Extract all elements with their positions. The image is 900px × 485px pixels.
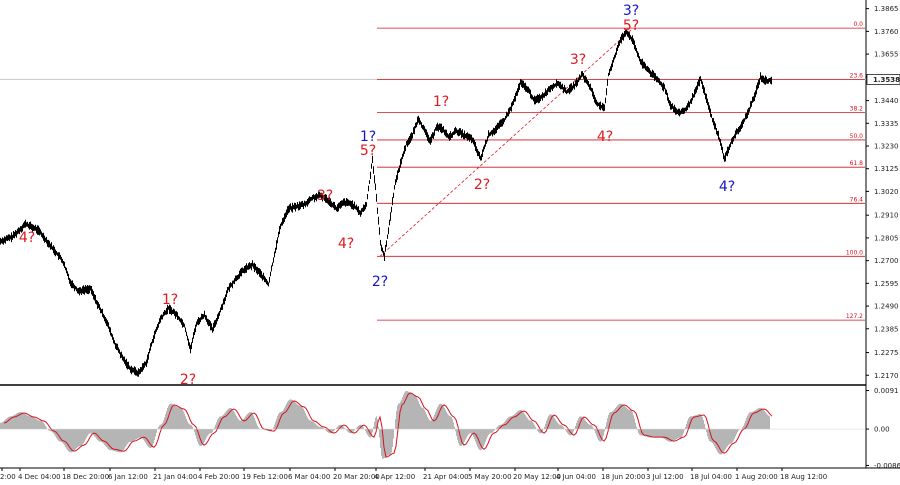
osc-tick-label: 0.0091: [874, 387, 899, 395]
y-tick-label: 1.2700: [874, 257, 899, 265]
y-tick-label: 1.2595: [874, 280, 899, 288]
x-tick-label: 20 Mar 20:00: [333, 473, 380, 481]
x-tick-label: 6 Jan 12:00: [108, 473, 148, 481]
x-tick-label: 20 May 12:00: [513, 473, 561, 481]
wave-label: 3?: [570, 52, 586, 68]
oscillator-signal-line: [3, 392, 773, 458]
x-tick-label: 2:00: [0, 473, 16, 481]
y-tick-label: 1.3125: [874, 165, 899, 173]
y-tick-label: 1.2490: [874, 303, 899, 311]
x-tick-label: 5 May 20:00: [468, 473, 512, 481]
x-tick-label: 4 Dec 04:00: [18, 473, 61, 481]
fib-level-label: 100.0: [846, 249, 863, 256]
x-tick-label: 18 Aug 12:00: [780, 473, 827, 481]
y-tick-label: 1.3230: [874, 142, 899, 150]
x-tick-label: 18 Dec 20:00: [62, 473, 109, 481]
fib-level-label: 127.2: [846, 313, 863, 320]
wave-label: 4?: [597, 129, 613, 145]
x-tick-label: 19 Feb 12:00: [242, 473, 288, 481]
wave-label: 2?: [372, 274, 388, 290]
trend-line: [379, 28, 633, 257]
wave-label: 1?: [360, 129, 376, 145]
wave-label: 3?: [317, 188, 333, 204]
fib-level-label: 23.6: [850, 72, 864, 79]
fib-level-label: 0.0: [853, 21, 863, 28]
oscillator-histogram: [0, 391, 770, 459]
y-tick-label: 1.3760: [874, 28, 899, 36]
y-tick-label: 1.2910: [874, 212, 899, 220]
wave-label: 3?: [623, 3, 639, 19]
x-tick-label: 18 Jul 04:00: [690, 473, 732, 481]
fib-level-label: 50.0: [850, 133, 864, 140]
x-tick-label: 4 Apr 12:00: [374, 473, 415, 481]
y-tick-label: 1.3020: [874, 188, 899, 196]
wave-label: 4?: [719, 179, 735, 195]
wave-label: 5?: [360, 143, 376, 159]
x-tick-label: 6 Mar 04:00: [288, 473, 330, 481]
wave-label: 4?: [19, 230, 35, 246]
y-tick-label: 1.2170: [874, 372, 899, 380]
current-price-label: 1.3538: [873, 76, 900, 84]
x-tick-label: 18 Jun 20:00: [601, 473, 645, 481]
fib-level-label: 76.4: [850, 196, 864, 203]
wave-label: 1?: [433, 94, 449, 110]
oscillator-panel: 0.0091 0.00 -0.0086: [0, 387, 900, 470]
wave-label: 2?: [474, 177, 490, 193]
wave-label: 5?: [623, 18, 639, 34]
y-tick-label: 1.3655: [874, 51, 899, 59]
y-tick-label: 1.2805: [874, 234, 899, 242]
x-tick-label: 1 Aug 20:00: [735, 473, 778, 481]
y-tick-label: 1.3865: [874, 5, 899, 13]
wave-label: 2?: [180, 372, 196, 388]
main-price-panel: 1.38651.37601.36551.35501.34401.33351.32…: [0, 0, 900, 468]
y-tick-label: 1.2275: [874, 349, 899, 357]
osc-tick-label: 0.00: [874, 426, 890, 434]
fib-level-label: 61.8: [850, 160, 864, 167]
y-tick-label: 1.3440: [874, 97, 899, 105]
wave-label: 1?: [162, 292, 178, 308]
x-tick-label: 3 Jul 12:00: [646, 473, 684, 481]
x-tick-label: 21 Apr 04:00: [423, 473, 469, 481]
osc-tick-label: -0.0086: [874, 462, 900, 470]
fib-level-label: 38.2: [850, 105, 864, 112]
x-tick-label: 4 Jun 04:00: [556, 473, 596, 481]
y-tick-label: 1.2385: [874, 325, 899, 333]
x-tick-label: 21 Jan 04:00: [153, 473, 197, 481]
current-price-box: [866, 74, 900, 85]
x-tick-label: 4 Feb 20:00: [198, 473, 239, 481]
time-axis: 2:00 4 Dec 04:00 18 Dec 20:006 Jan 12:00 21…: [0, 467, 900, 481]
price-bars: [0, 29, 772, 377]
wave-label: 4?: [338, 236, 354, 252]
y-tick-label: 1.3335: [874, 120, 899, 128]
